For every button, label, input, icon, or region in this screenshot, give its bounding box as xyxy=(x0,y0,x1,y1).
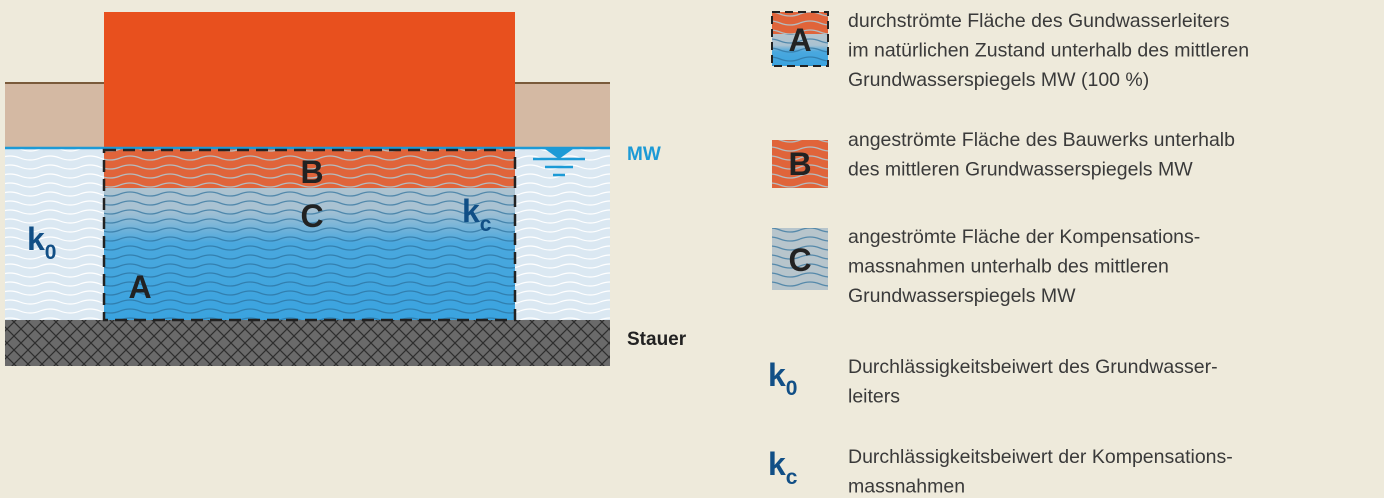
legend-text: massnahmen xyxy=(848,476,965,498)
legend-icon-c xyxy=(772,228,828,290)
label-a: A xyxy=(128,269,151,305)
legend-symbol: A xyxy=(788,22,811,58)
legend-text: Durchlässigkeitsbeiwert der Kompensation… xyxy=(848,446,1233,468)
legend-text: Grundwasserspiegels MW (100 %) xyxy=(848,69,1149,91)
building xyxy=(104,12,515,149)
dashed-outline xyxy=(102,148,517,322)
legend-text: im natürlichen Zustand unterhalb des mit… xyxy=(848,40,1249,62)
legend-text: des mittleren Grundwasserspiegels MW xyxy=(848,159,1193,181)
legend-text: durchströmte Fläche des Gundwasserleiter… xyxy=(848,10,1230,32)
label-kc: kc xyxy=(462,193,492,236)
water-level-triangle xyxy=(545,149,573,159)
legend-text: massnahmen unterhalb des mittleren xyxy=(848,256,1169,278)
legend-symbol: C xyxy=(788,242,811,278)
label-b: B xyxy=(300,154,323,190)
aquiclude xyxy=(5,320,610,366)
legend-icon-b xyxy=(772,140,828,188)
label-mw: MW xyxy=(627,144,661,165)
legend-symbol: k0 xyxy=(768,357,797,400)
building-waves xyxy=(104,149,515,188)
legend-icon-a xyxy=(771,11,829,67)
legend-text: angeströmte Fläche der Kompensations- xyxy=(848,226,1200,248)
legend-symbol: B xyxy=(788,146,811,182)
legend-text: Durchlässigkeitsbeiwert des Grundwasser- xyxy=(848,356,1218,378)
legend-text: Grundwasserspiegels MW xyxy=(848,285,1076,307)
legend-symbol: kc xyxy=(768,446,798,489)
legend-text: angeströmte Fläche des Bauwerks unterhal… xyxy=(848,129,1235,151)
legend-text: leiters xyxy=(848,386,900,408)
label-stauer: Stauer xyxy=(627,329,687,350)
label-k0: k0 xyxy=(27,221,56,264)
label-c: C xyxy=(300,198,323,234)
